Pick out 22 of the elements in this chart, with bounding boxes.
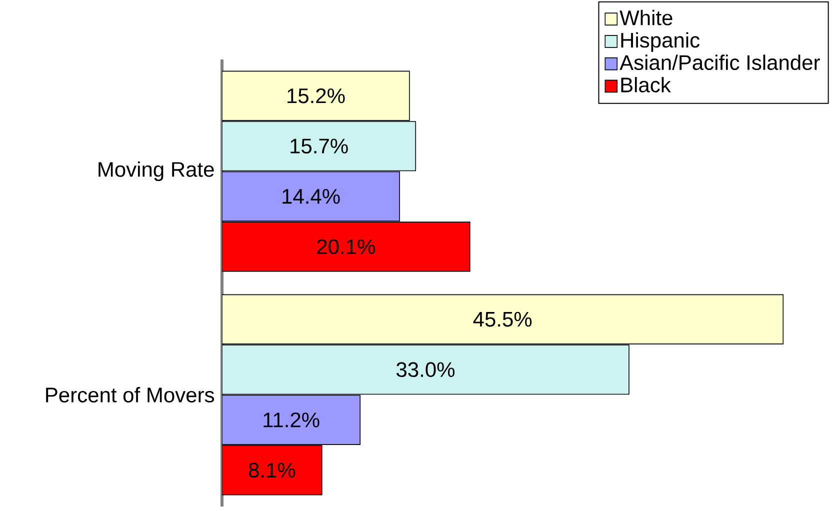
bar	[222, 121, 416, 172]
legend-label: Hispanic	[621, 32, 700, 52]
bar	[222, 70, 410, 121]
bar	[222, 445, 322, 496]
legend-label: Black	[621, 76, 671, 92]
y-tick-label: Moving Rate	[98, 161, 214, 182]
data-label: 15.7%	[290, 138, 348, 154]
legend-label: White	[620, 10, 672, 26]
bar	[222, 294, 784, 344]
data-label: 20.1%	[317, 239, 375, 254]
data-label: 11.2%	[264, 412, 320, 428]
data-label: 33.0%	[396, 362, 455, 378]
data-label: 14.4%	[282, 189, 340, 204]
bar	[222, 344, 630, 395]
y-tick-label: Percent of Movers	[46, 387, 214, 402]
bar	[222, 394, 361, 445]
data-label: 45.5%	[473, 312, 532, 327]
legend-label: Asian/Pacific Islander	[620, 54, 820, 70]
bar	[222, 171, 400, 222]
bar	[222, 222, 470, 272]
data-label: 8.1%	[248, 462, 296, 478]
data-label: 15.2%	[288, 88, 345, 104]
